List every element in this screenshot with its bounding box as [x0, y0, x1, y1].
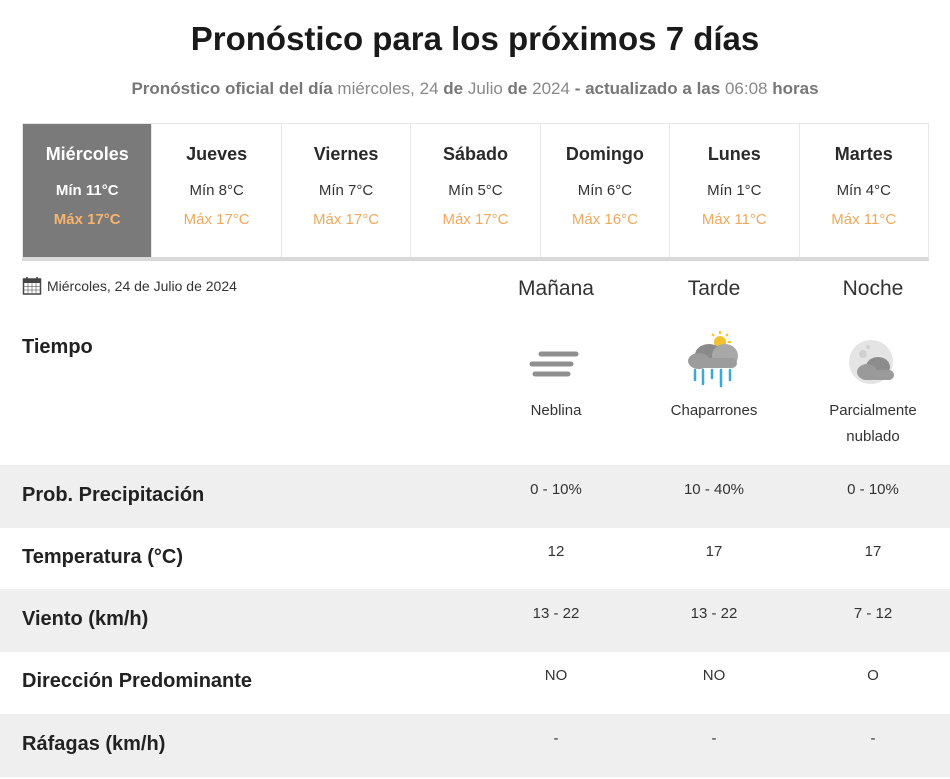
showers-icon [634, 330, 794, 392]
tiempo-label: Tiempo [22, 336, 93, 358]
subtitle-time: 06:08 [724, 79, 768, 98]
day-name: Lunes [707, 144, 761, 164]
cell-tarde: NO [702, 667, 726, 684]
condition-text-line-2: nublado [846, 428, 900, 445]
subtitle-year: 2024 [532, 79, 570, 98]
day-min-temp: Mín 5°C [448, 182, 503, 199]
day-min-temp: Mín 11°C [55, 182, 119, 199]
fog-icon [476, 330, 636, 392]
row-label: Prob. Precipitación [22, 484, 205, 506]
day-name: Sábado [442, 144, 508, 164]
day-max-temp: Máx 17°C [183, 211, 250, 228]
day-max-temp: Máx 17°C [442, 211, 509, 228]
subtitle-de-1: de [443, 79, 464, 98]
day-tab-sabado[interactable]: Sábado Mín 5°C Máx 17°C [411, 124, 541, 257]
period-header-noche: Noche [842, 277, 904, 300]
cell-noche: - [870, 730, 876, 747]
day-name: Miércoles [45, 144, 129, 164]
row-temperatura: Temperatura (°C) 12 17 17 [0, 527, 950, 590]
row-prob-precipitacion: Prob. Precipitación 0 - 10% 10 - 40% 0 -… [0, 465, 950, 528]
row-rafagas: Ráfagas (km/h) - - - [0, 714, 950, 777]
day-name: Martes [834, 144, 893, 164]
day-max-temp: Máx 11°C [701, 211, 767, 228]
condition-text: Chaparrones [670, 402, 758, 419]
day-tab-domingo[interactable]: Domingo Mín 6°C Máx 16°C [541, 124, 671, 257]
subtitle-month: Julio [467, 79, 503, 98]
cell-noche: 0 - 10% [847, 481, 899, 498]
condition-text: Neblina [530, 402, 582, 419]
row-label: Viento (km/h) [22, 608, 149, 630]
day-min-temp: Mín 6°C [577, 182, 633, 199]
cell-tarde: 17 [705, 543, 723, 560]
cell-noche: 7 - 12 [853, 605, 893, 622]
day-name: Domingo [565, 144, 644, 164]
condition-text: Parcialmente nublado [793, 398, 950, 450]
cell-manana: 13 - 22 [532, 605, 580, 622]
subtitle-separator: - [574, 79, 581, 98]
condition-text-line-1: Parcialmente [829, 402, 917, 419]
subtitle-weekday: miércoles, [337, 79, 415, 98]
cell-noche: 17 [864, 543, 882, 560]
day-max-temp: Máx 17°C [53, 211, 121, 228]
cell-noche: O [867, 667, 879, 684]
day-max-temp: Máx 17°C [313, 211, 380, 228]
day-tab-lunes[interactable]: Lunes Mín 1°C Máx 11°C [670, 124, 800, 257]
day-min-temp: Mín 4°C [836, 182, 891, 199]
day-min-temp: Mín 7°C [318, 182, 374, 199]
day-max-temp: Máx 11°C [831, 211, 897, 228]
day-min-temp: Mín 8°C [189, 182, 244, 199]
row-label: Ráfagas (km/h) [22, 733, 166, 755]
subtitle-day: 24 [419, 79, 439, 98]
subtitle-prefix: Pronóstico oficial del día [131, 79, 333, 98]
cell-manana: 0 - 10% [530, 481, 582, 498]
cell-tarde: - [711, 730, 717, 747]
subtitle-updated: actualizado a las [585, 79, 721, 98]
partly-cloudy-night-icon [793, 330, 950, 392]
row-direccion-predominante: Dirección Predominante NO NO O [0, 651, 950, 714]
period-header-manana: Mañana [518, 277, 594, 300]
cell-manana: 12 [547, 543, 565, 560]
row-label: Temperatura (°C) [22, 546, 183, 568]
page-title: Pronóstico para los próximos 7 días [190, 20, 760, 57]
cell-tarde: 10 - 40% [683, 481, 745, 498]
day-max-temp: Máx 16°C [571, 211, 638, 228]
cell-tarde: 13 - 22 [690, 605, 738, 622]
day-name: Viernes [313, 144, 379, 164]
selected-date: Miércoles, 24 de Julio de 2024 [22, 276, 237, 296]
day-tab-viernes[interactable]: Viernes Mín 7°C Máx 17°C [282, 124, 412, 257]
day-tabs: Miércoles Mín 11°C Máx 17°C Jueves Mín 8… [22, 123, 929, 261]
period-header-tarde: Tarde [687, 277, 741, 300]
day-tab-martes[interactable]: Martes Mín 4°C Máx 11°C [800, 124, 928, 257]
selected-date-text: Miércoles, 24 de Julio de 2024 [47, 278, 237, 294]
cell-manana: - [553, 730, 559, 747]
day-tab-miercoles[interactable]: Miércoles Mín 11°C Máx 17°C [23, 124, 153, 257]
page-subtitle: Pronóstico oficial del día miércoles, 24… [0, 79, 950, 99]
subtitle-hours: horas [772, 79, 819, 98]
day-min-temp: Mín 1°C [707, 182, 762, 199]
condition-noche: Parcialmente nublado [793, 330, 950, 450]
condition-manana: Neblina [476, 330, 636, 424]
condition-tarde: Chaparrones [634, 330, 794, 424]
day-name: Jueves [186, 144, 248, 164]
calendar-icon [22, 276, 42, 296]
cell-manana: NO [544, 667, 568, 684]
day-tab-jueves[interactable]: Jueves Mín 8°C Máx 17°C [152, 124, 282, 257]
row-label: Dirección Predominante [22, 670, 253, 692]
subtitle-de-2: de [507, 79, 528, 98]
row-viento: Viento (km/h) 13 - 22 13 - 22 7 - 12 [0, 589, 950, 652]
